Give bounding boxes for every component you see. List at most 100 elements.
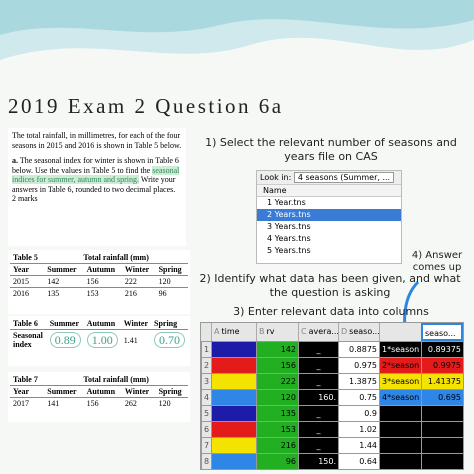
mean-cell	[421, 405, 463, 421]
index-cell: 0.64	[338, 453, 379, 469]
file-item[interactable]: 3 Years.tns	[267, 222, 311, 231]
cell: 262	[121, 397, 156, 409]
cell: 216	[121, 287, 156, 299]
header-row: Year Summer Autumn Winter Spring	[10, 385, 188, 398]
season-cell	[211, 389, 256, 405]
row: 2015 142 156 222 120	[10, 275, 188, 288]
cell: 120	[155, 275, 188, 288]
wave	[0, 0, 474, 35]
row-number: 5	[201, 405, 211, 421]
average-cell: _	[298, 421, 338, 437]
cell: 156	[83, 397, 122, 409]
header-cell: Winter	[123, 319, 148, 328]
cell: 222	[121, 275, 156, 288]
mean-cell: 1.41375	[421, 373, 463, 389]
column-header	[379, 323, 421, 341]
table: Table 5 Total rainfall (mm) Year Summer Autu…	[10, 252, 188, 299]
header-bg	[201, 323, 463, 341]
label-cell	[379, 437, 421, 453]
average-cell: 160.	[298, 389, 338, 405]
caption-row: Table 5 Total rainfall (mm)	[10, 252, 188, 264]
title: 2019 Exam 2 Question 6a	[8, 94, 284, 118]
season-cell	[211, 373, 256, 389]
row: Seasonal index 0.89 1.00 1.41 0.70	[10, 329, 188, 350]
mean-cell	[421, 437, 463, 453]
row-number: 4	[201, 389, 211, 405]
file-list: 1 Year.tns 2 Years.tns 3 Years.tns 4 Years.…	[257, 197, 401, 257]
header-row: Year Summer Autumn Winter Spring	[10, 263, 188, 276]
look-in: Look in: 4 seasons (Summer, ...	[257, 171, 401, 185]
row-number: 6	[201, 421, 211, 437]
season-cell	[211, 357, 256, 373]
column-letter: B	[259, 327, 265, 336]
step: 1) Select the relevant number of seasons…	[205, 136, 457, 163]
rv-cell: 96	[256, 453, 298, 469]
column-name: time	[221, 327, 240, 336]
column-letter: D	[341, 327, 348, 336]
part-text: The seasonal index for winter is shown i…	[12, 156, 179, 175]
file-item[interactable]: 1 Year.tns	[267, 198, 306, 207]
column-name: avera...	[308, 327, 338, 336]
rv-cell: 222	[256, 373, 298, 389]
average-cell: _	[298, 437, 338, 453]
label-cell: 1*season	[379, 341, 421, 357]
column-header: seaso...	[421, 323, 463, 341]
look-in-label: Look in:	[260, 173, 292, 182]
marks: 2 marks	[12, 194, 38, 203]
caption-row: Table 7 Total rainfall (mm)	[10, 374, 188, 386]
printed-value: 1.41	[123, 335, 138, 345]
rv-cell: 142	[256, 341, 298, 357]
caption: Table 7	[13, 375, 38, 384]
season-cell	[211, 421, 256, 437]
cell: 1.41	[120, 329, 151, 350]
header-cell: Spring	[155, 385, 188, 398]
table7: Table 7 Total rainfall (mm) Year Summer Autu…	[8, 372, 190, 422]
rv-cell: 216	[256, 437, 298, 453]
season-cell	[211, 437, 256, 453]
label-cell	[379, 421, 421, 437]
table: Table 7 Total rainfall (mm) Year Summer Autu…	[10, 374, 188, 409]
file-item[interactable]: 5 Years.tns	[267, 246, 311, 255]
cell: 120	[155, 397, 188, 409]
label-cell: 2*season	[379, 357, 421, 373]
header-cell: Autumn	[83, 385, 122, 398]
rv-cell: 156	[256, 357, 298, 373]
label-cell	[379, 453, 421, 469]
mean-cell	[421, 421, 463, 437]
caption: Table 6	[13, 319, 38, 328]
column-name: seaso...	[425, 329, 456, 338]
cell: 2015	[10, 275, 45, 288]
mean-cell: 0.695	[421, 389, 463, 405]
part-text: Write your answers in Table 6, rounded t…	[12, 175, 176, 194]
cell: 0.70	[151, 329, 188, 350]
header-cell: Winter	[121, 385, 156, 398]
cell: 2016	[10, 287, 45, 299]
subtitle: Total rainfall (mm)	[83, 253, 149, 262]
index-cell: 0.8875	[338, 341, 379, 357]
header-row: Table 6 Summer Autumn Winter Spring	[10, 318, 188, 330]
look-in-value[interactable]: 4 seasons (Summer, ...	[293, 172, 395, 183]
season-cell	[211, 453, 256, 469]
average-cell: _	[298, 373, 338, 389]
header-cell: Summer	[44, 263, 84, 276]
season-cell	[211, 405, 256, 421]
column-name: seaso...	[349, 327, 379, 336]
index-cell: 1.3875	[338, 373, 379, 389]
header-cell: Year	[10, 263, 45, 276]
question: The total rainfall, in millimetres, for …	[8, 128, 186, 246]
file-item[interactable]: 4 Years.tns	[267, 234, 311, 243]
column-name: rv	[266, 327, 275, 336]
mean-cell: 0.89375	[421, 341, 463, 357]
average-cell: _	[298, 405, 338, 421]
file-item[interactable]: 2 Years.tns	[257, 209, 401, 221]
handwritten-value: 0.70	[154, 331, 185, 348]
column-letter: A	[214, 327, 220, 336]
table5: Table 5 Total rainfall (mm) Year Summer Autu…	[8, 250, 190, 314]
row: 2016 135 153 216 96	[10, 287, 188, 299]
column-header: Name	[257, 185, 401, 197]
cell: 153	[83, 287, 122, 299]
cell: 0.89	[46, 329, 84, 350]
